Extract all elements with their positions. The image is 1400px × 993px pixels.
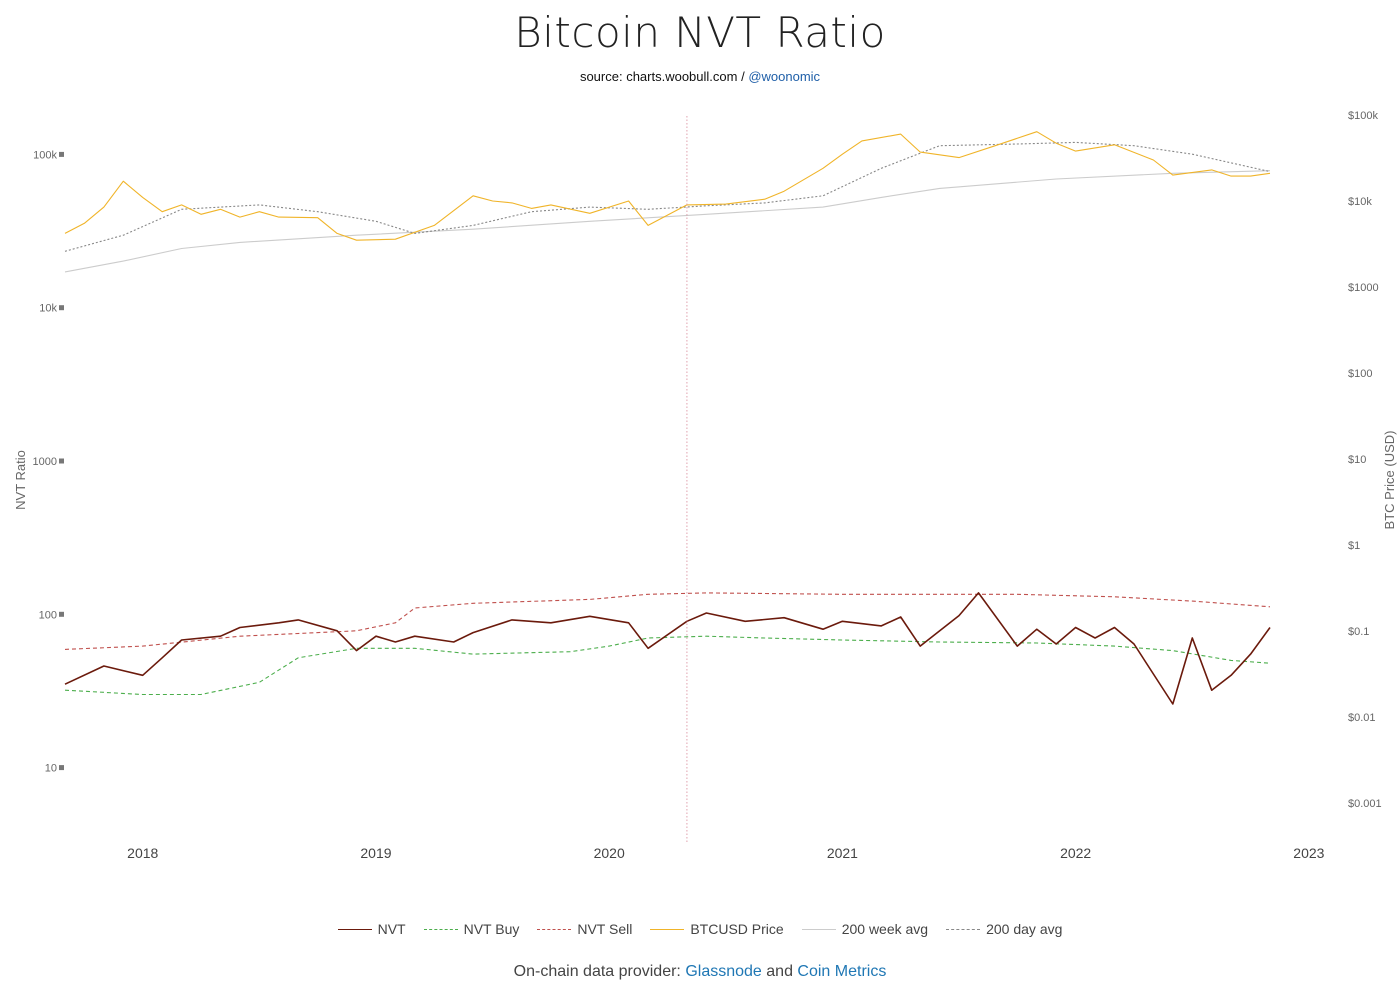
axis-layer: 100k 10k 1000 100 10 $100k $10k $1000 $100 $10 $1 $…: [33, 110, 1382, 861]
legend-swatch: [650, 928, 685, 930]
y-right-tick-label: $100k: [1348, 110, 1378, 122]
y-right-tick-label: $100: [1348, 368, 1372, 380]
legend-item[interactable]: NVT: [337, 921, 406, 937]
y-left-tick-label: 100: [39, 609, 57, 621]
y-axis-right-title: BTC Price (USD): [1382, 431, 1397, 530]
x-tick-label: 2020: [594, 845, 625, 861]
x-tick-label: 2019: [360, 845, 391, 861]
y-left-tick-mark: [59, 611, 64, 617]
source-handle-link[interactable]: @woonomic: [748, 69, 821, 84]
coinmetrics-link[interactable]: Coin Metrics: [797, 963, 887, 980]
nvt-chart: 100k 10k 1000 100 10 $100k $10k $1000 $100 $10 $1 $…: [13, 110, 1397, 861]
y-right-tick-label: $0.01: [1348, 712, 1376, 724]
legend-label: NVT Sell: [577, 921, 633, 937]
legend-swatch: [337, 928, 372, 930]
series-btcusd-price: [64, 131, 1271, 241]
y-right-tick-label: $10: [1348, 454, 1366, 466]
y-left-tick-label: 100k: [33, 149, 57, 161]
legend-item[interactable]: 200 day avg: [946, 921, 1062, 937]
source-text: source: charts.woobull.com /: [579, 69, 749, 84]
x-tick-label: 2023: [1293, 845, 1324, 861]
legend: NVT NVT Buy NVT Sell BTCUSD Price 200 week a…: [0, 921, 1400, 937]
y-left-tick-mark: [59, 458, 64, 464]
x-tick-label: 2022: [1060, 845, 1091, 861]
y-right-tick-label: $1000: [1348, 282, 1379, 294]
chart-title: Bitcoin NVT Ratio: [514, 8, 886, 57]
y-left-tick-mark: [59, 765, 64, 771]
y-left-tick-label: 10: [45, 763, 57, 775]
series-200-week-avg: [64, 170, 1271, 273]
legend-label: 200 week avg: [841, 921, 929, 937]
legend-swatch: [423, 928, 458, 930]
series-layer: [64, 131, 1271, 705]
footer-and: and: [761, 963, 798, 980]
legend-label: BTCUSD Price: [690, 921, 784, 937]
glassnode-link[interactable]: Glassnode: [685, 963, 762, 980]
y-right-tick-label: $10k: [1348, 196, 1372, 208]
y-axis-left-title: NVT Ratio: [13, 450, 28, 510]
footer-text: On-chain data provider:: [513, 963, 686, 980]
y-right-tick-label: $0.1: [1348, 626, 1369, 638]
series-200-day-avg: [64, 141, 1271, 252]
y-left-tick-mark: [59, 305, 64, 311]
legend-item[interactable]: NVT Buy: [423, 921, 520, 937]
series-nvt-buy: [64, 635, 1271, 696]
y-right-tick-label: $1: [1348, 540, 1360, 552]
series-nvt: [64, 592, 1271, 705]
legend-label: NVT: [377, 921, 406, 937]
legend-item[interactable]: BTCUSD Price: [650, 921, 784, 937]
chart-source: source: charts.woobull.com / @woonomic: [0, 69, 1400, 84]
x-tick-label: 2018: [127, 845, 158, 861]
legend-item[interactable]: 200 week avg: [801, 921, 929, 937]
y-right-tick-label: $0.001: [1348, 798, 1382, 810]
series-nvt-sell: [64, 592, 1271, 650]
y-left-tick-mark: [59, 151, 64, 157]
legend-swatch: [801, 928, 836, 930]
legend-label: 200 day avg: [986, 921, 1063, 937]
y-left-tick-label: 10k: [39, 303, 57, 315]
legend-label: NVT Buy: [463, 921, 520, 937]
legend-swatch: [946, 928, 981, 930]
y-left-tick-label: 1000: [33, 456, 57, 468]
legend-swatch: [537, 928, 572, 930]
footer: On-chain data provider: Glassnode and Co…: [0, 963, 1400, 981]
legend-item[interactable]: NVT Sell: [537, 921, 632, 937]
x-tick-label: 2021: [827, 845, 858, 861]
